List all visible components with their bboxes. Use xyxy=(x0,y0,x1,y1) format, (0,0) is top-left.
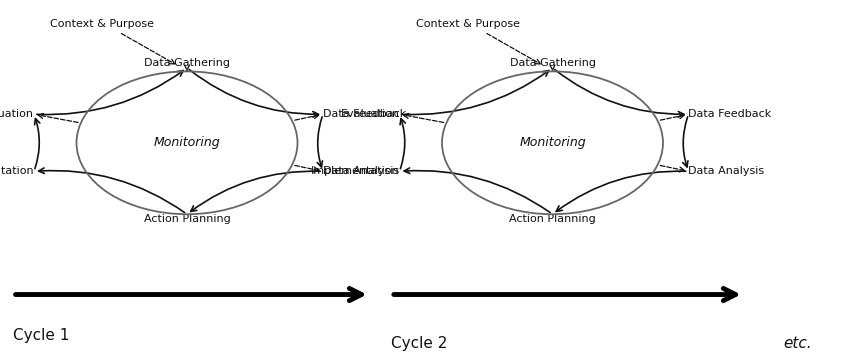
Text: Context & Purpose: Context & Purpose xyxy=(50,19,154,29)
Text: Evaluation: Evaluation xyxy=(0,109,34,119)
Text: Data Feedback: Data Feedback xyxy=(688,109,772,119)
Text: Cycle 1: Cycle 1 xyxy=(13,328,69,343)
Text: Action Planning: Action Planning xyxy=(509,214,596,224)
Text: Data Analysis: Data Analysis xyxy=(688,166,765,176)
Text: Context & Purpose: Context & Purpose xyxy=(416,19,519,29)
Text: Cycle 2: Cycle 2 xyxy=(391,336,447,351)
Text: etc.: etc. xyxy=(783,336,812,351)
Text: Data Gathering: Data Gathering xyxy=(509,58,596,68)
Text: Implementation: Implementation xyxy=(0,166,34,176)
Text: Evaluation: Evaluation xyxy=(341,109,400,119)
Text: Data Feedback: Data Feedback xyxy=(323,109,406,119)
Text: Monitoring: Monitoring xyxy=(519,136,586,149)
Text: Data Gathering: Data Gathering xyxy=(144,58,230,68)
Text: Action Planning: Action Planning xyxy=(144,214,230,224)
Text: Monitoring: Monitoring xyxy=(154,136,220,149)
Text: Implementation: Implementation xyxy=(311,166,399,176)
Text: Data Analysis: Data Analysis xyxy=(323,166,400,176)
